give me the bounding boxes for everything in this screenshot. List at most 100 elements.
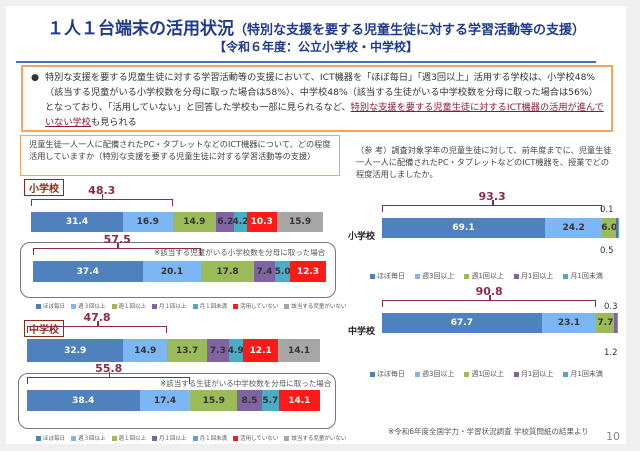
bracket bbox=[27, 321, 168, 333]
legend-item: 月１回以上 bbox=[152, 434, 187, 442]
bar-segment: 4.2 bbox=[233, 212, 248, 232]
bar-segment: 32.9 bbox=[27, 339, 124, 362]
bracket-tick bbox=[489, 295, 491, 301]
legend-junior: ほぼ毎日 週３回以上 週１回以上 月１回以上 月１回未満 活用していない 該当する児童がいな… bbox=[36, 434, 346, 442]
legend-item: ほぼ毎日 bbox=[36, 302, 65, 310]
legend-item: 週1回以上 bbox=[464, 271, 504, 281]
bracket-tick bbox=[492, 200, 494, 206]
bar-segment: 12.1 bbox=[242, 339, 279, 362]
bracket bbox=[382, 200, 603, 212]
bracket bbox=[31, 194, 173, 206]
bar-segment: 24.2 bbox=[545, 218, 603, 238]
legend-swatch-icon bbox=[233, 436, 239, 441]
legend-item: 月１回未満 bbox=[192, 302, 227, 310]
legend-swatch-icon bbox=[152, 304, 158, 309]
legend-swatch-icon bbox=[233, 304, 239, 309]
bracket-label: 55.8 bbox=[95, 362, 123, 375]
legend-item: 活用していない bbox=[233, 434, 278, 442]
elementary-tag: 小学校 bbox=[24, 179, 64, 196]
legend-item: 週３回以上 bbox=[71, 302, 106, 310]
legend-item: 月1回未満 bbox=[563, 271, 603, 281]
bar-segment: 5.7 bbox=[261, 390, 279, 411]
legend-swatch-icon bbox=[192, 436, 198, 441]
bar-segment: 8.5 bbox=[237, 390, 262, 411]
stacked-bar: 38.4 17.4 15.9 8.5 5.7 14.1 bbox=[27, 390, 320, 411]
right-question: （参 考）調査対象学年の児童生徒に対して、前年度までに、児童生徒一人一人に配備さ… bbox=[356, 145, 612, 179]
left-question: 児童生徒一人一人に配備されたPC・タブレットなどのICT機器について、どの程度活… bbox=[20, 135, 340, 176]
bar-segment: 69.1 bbox=[382, 218, 546, 238]
bracket bbox=[33, 243, 202, 255]
stacked-bar: 69.1 24.2 6.0 bbox=[382, 218, 618, 238]
legend-item: 週3回以上 bbox=[415, 271, 454, 281]
bar-segment: 17.8 bbox=[201, 261, 254, 282]
page-title: １人１台端末の活用状況（特別な支援を要する児童生徒に対する学習活動等の支援） bbox=[46, 19, 585, 39]
title-divider bbox=[16, 61, 596, 63]
legend-item: 週３回以上 bbox=[71, 434, 106, 442]
legend-swatch-icon bbox=[71, 304, 77, 309]
legend-swatch-icon bbox=[563, 273, 569, 279]
bar-segment: 7.4 bbox=[253, 261, 276, 282]
legend-item: 該当する児童がいない bbox=[284, 302, 346, 310]
summary-highlight: 特別な支援を要する児童生徒に対するICT機器の活用が進んでいない学校 bbox=[45, 102, 604, 128]
legend-item: ほぼ毎日 bbox=[370, 369, 405, 379]
slide: １人１台端末の活用状況（特別な支援を要する児童生徒に対する学習活動等の支援） 【… bbox=[6, 6, 626, 444]
bar-segment bbox=[617, 313, 618, 333]
bar-segment: 67.7 bbox=[382, 313, 542, 333]
legend-item: 週1回以上 bbox=[464, 369, 504, 379]
bar-segment bbox=[614, 313, 618, 333]
legend-swatch-icon bbox=[415, 273, 420, 279]
stacked-bar: 37.4 20.1 17.8 7.4 5.0 12.3 bbox=[33, 261, 326, 282]
legend-swatch-icon bbox=[36, 436, 41, 441]
callout-bottom-elementary: 0.5 bbox=[600, 246, 614, 256]
legend-swatch-icon bbox=[415, 371, 420, 377]
legend-swatch-icon bbox=[284, 304, 290, 309]
bar-segment: 12.3 bbox=[289, 261, 326, 282]
bracket-label: 90.8 bbox=[475, 285, 503, 298]
bar-segment: 38.4 bbox=[27, 390, 140, 411]
bar-segment: 6.2 bbox=[216, 212, 235, 232]
callout-top-junior: 0.3 bbox=[604, 302, 618, 312]
bracket-tick bbox=[97, 321, 99, 327]
bracket-label: 57.5 bbox=[103, 233, 131, 246]
legend-ref-elementary: ほぼ毎日 週3回以上 週1回以上 月1回以上 月1回未満 bbox=[370, 271, 603, 281]
bar-segment: 7.3 bbox=[207, 339, 229, 362]
legend-ref-junior: ほぼ毎日 週3回以上 週1回以上 月1回以上 月1回未満 bbox=[370, 369, 603, 379]
junior-alt-note: ※該当する生徒がいる中学校数を分母に取った場合 bbox=[160, 379, 332, 388]
legend-swatch-icon bbox=[111, 436, 117, 441]
bracket-label: 48.3 bbox=[88, 184, 116, 197]
junior-tag: 中学校 bbox=[24, 320, 64, 337]
legend-elementary: ほぼ毎日 週３回以上 週１回以上 月１回以上 月１回未満 活用していない 該当する児童がいな… bbox=[36, 302, 346, 310]
legend-swatch-icon bbox=[71, 436, 77, 441]
legend-swatch-icon bbox=[192, 304, 198, 309]
elementary-alt-frame bbox=[20, 242, 336, 298]
legend-item: 週１回以上 bbox=[111, 434, 146, 442]
legend-swatch-icon bbox=[36, 304, 41, 309]
legend-item: 該当する児童がいない bbox=[284, 434, 346, 442]
legend-item: 月1回未満 bbox=[563, 369, 603, 379]
bar-segment bbox=[616, 218, 618, 238]
bar-segment: 20.1 bbox=[142, 261, 202, 282]
bar-segment: 14.9 bbox=[123, 339, 168, 362]
bar-segment: 5.0 bbox=[275, 261, 291, 282]
bracket bbox=[382, 295, 597, 307]
bar-segment: 4.9 bbox=[228, 339, 244, 362]
legend-item: 月1回以上 bbox=[513, 369, 553, 379]
legend-item: 月１回未満 bbox=[192, 434, 227, 442]
summary-text: 特別な支援を要する児童生徒に対する学習活動等の支援において、ICT機器を「ほぼ毎… bbox=[45, 72, 598, 113]
callout-top-elementary: 0.1 bbox=[600, 205, 614, 215]
bar-segment: 7.7 bbox=[596, 313, 615, 333]
legend-item: 月１回以上 bbox=[152, 302, 187, 310]
page-subtitle: 【令和６年度：公立小学校・中学校】 bbox=[213, 40, 418, 54]
legend-swatch-icon bbox=[152, 436, 158, 441]
legend-item: 月1回以上 bbox=[513, 271, 553, 281]
legend-swatch-icon bbox=[464, 371, 470, 377]
legend-swatch-icon bbox=[370, 371, 375, 377]
ref-elementary-label: 小学校 bbox=[348, 232, 376, 242]
callout-bottom-junior: 1.2 bbox=[604, 348, 618, 358]
bar-segment: 23.1 bbox=[541, 313, 597, 333]
stacked-bar: 32.9 14.9 13.7 7.3 4.9 12.1 14.1 bbox=[27, 339, 320, 362]
bar-segment: 14.1 bbox=[278, 390, 320, 411]
bar-segment: 17.4 bbox=[139, 390, 191, 411]
bullet-icon: ● bbox=[31, 72, 40, 83]
bracket bbox=[27, 372, 191, 384]
